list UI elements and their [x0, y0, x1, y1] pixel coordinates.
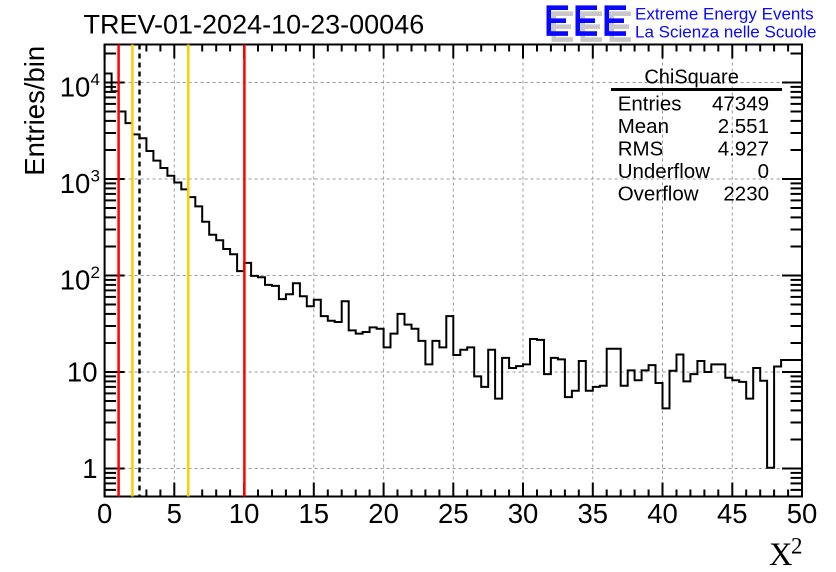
svg-text:Entries: Entries — [618, 92, 682, 115]
svg-text:Overflow: Overflow — [618, 183, 699, 206]
svg-text:30: 30 — [508, 498, 539, 529]
svg-text:35: 35 — [578, 498, 609, 529]
svg-text:Mean: Mean — [618, 115, 669, 138]
svg-text:0: 0 — [97, 498, 112, 529]
svg-text:10: 10 — [60, 72, 91, 103]
svg-text:5: 5 — [167, 498, 182, 529]
svg-text:2: 2 — [91, 263, 100, 282]
svg-text:10: 10 — [229, 498, 260, 529]
svg-text:X: X — [769, 537, 792, 572]
svg-text:RMS: RMS — [618, 138, 664, 161]
svg-text:2230: 2230 — [723, 183, 769, 206]
svg-text:45: 45 — [717, 498, 748, 529]
svg-text:2.551: 2.551 — [718, 115, 769, 138]
svg-text:10: 10 — [60, 265, 91, 296]
svg-text:40: 40 — [647, 498, 678, 529]
svg-text:La Scienza nelle Scuole: La Scienza nelle Scuole — [635, 23, 816, 42]
svg-text:Entries/bin: Entries/bin — [19, 46, 50, 176]
svg-text:4: 4 — [91, 70, 100, 89]
svg-text:47349: 47349 — [712, 92, 769, 115]
svg-text:TREV-01-2024-10-23-00046: TREV-01-2024-10-23-00046 — [84, 10, 425, 40]
svg-text:1: 1 — [82, 453, 97, 484]
svg-text:2: 2 — [791, 534, 803, 559]
svg-text:10: 10 — [67, 356, 98, 387]
svg-text:Underflow: Underflow — [618, 160, 710, 183]
svg-text:20: 20 — [368, 498, 399, 529]
svg-text:4.927: 4.927 — [718, 138, 769, 161]
svg-text:Extreme Energy Events: Extreme Energy Events — [635, 5, 814, 24]
svg-text:50: 50 — [787, 498, 818, 529]
svg-text:15: 15 — [299, 498, 330, 529]
svg-text:3: 3 — [91, 167, 100, 186]
svg-text:0: 0 — [758, 160, 769, 183]
svg-text:25: 25 — [438, 498, 469, 529]
svg-text:ChiSquare: ChiSquare — [644, 67, 739, 89]
svg-text:10: 10 — [60, 168, 91, 199]
